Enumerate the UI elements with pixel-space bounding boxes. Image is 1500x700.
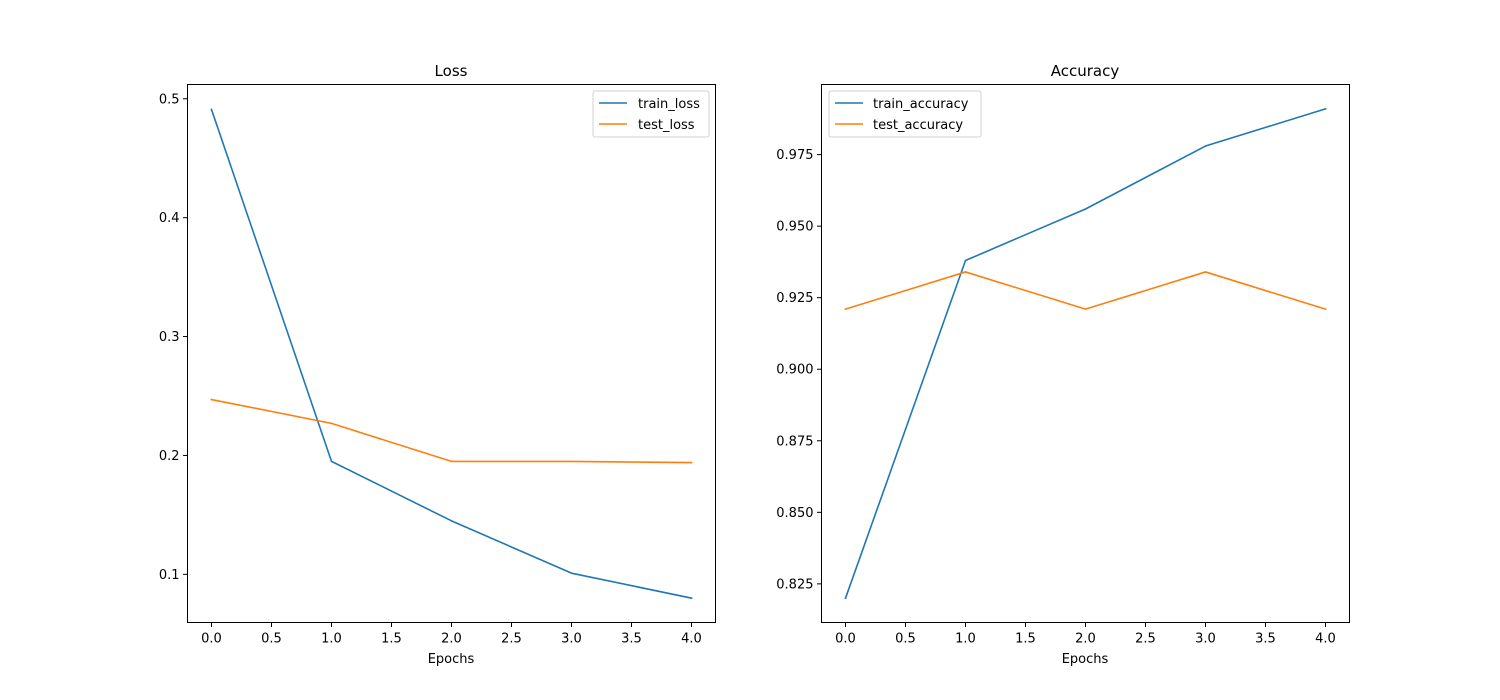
loss-data-point-test-loss <box>570 460 573 463</box>
loss-data-point-train-loss <box>690 597 693 599</box>
accuracy-y-ticks: 0.825 0.850 0.875 0.900 0.925 0.950 0.975 <box>776 148 822 592</box>
loss-y-tick-label: 0.4 <box>159 211 180 226</box>
accuracy-x-tick-label: 0.0 <box>835 632 856 647</box>
loss-x-tick-label: 3.5 <box>621 632 642 647</box>
accuracy-data-point-train-accuracy <box>1324 108 1327 110</box>
accuracy-legend-box <box>828 90 982 138</box>
loss-data-point-train-loss <box>570 572 573 574</box>
accuracy-data-point-train-accuracy <box>1204 145 1207 147</box>
accuracy-data-point-test-accuracy <box>844 308 847 310</box>
accuracy-data-point-train-accuracy <box>964 259 967 262</box>
loss-legend-label-train-loss: train_loss <box>638 97 700 112</box>
loss-x-tick-label: 1.0 <box>321 632 342 647</box>
loss-x-tick-label: 0.0 <box>201 632 222 647</box>
accuracy-y-tick-label: 0.950 <box>776 220 813 235</box>
accuracy-plot-area: 0.0 0.5 1.0 1.5 2.0 2.5 3.0 3.5 4.0 0.8250.8500.… <box>776 84 1350 647</box>
accuracy-x-tick-label: 2.5 <box>1135 632 1156 647</box>
loss-x-tick-label: 4.0 <box>681 632 702 647</box>
loss-x-axis-label: Epochs <box>428 652 475 667</box>
loss-data-point-train-loss <box>330 460 333 463</box>
accuracy-data-point-train-accuracy <box>1084 208 1087 210</box>
accuracy-y-tick-label: 0.900 <box>776 363 813 378</box>
accuracy-x-ticks: 0.0 0.5 1.0 1.5 2.0 2.5 3.0 3.5 4.0 <box>835 622 1336 647</box>
accuracy-x-tick-label: 1.5 <box>1015 632 1036 647</box>
accuracy-y-tick-label: 0.875 <box>776 434 813 449</box>
loss-data-point-train-loss <box>210 108 213 111</box>
accuracy-y-tick-label: 0.850 <box>776 506 813 521</box>
accuracy-x-tick-label: 3.5 <box>1255 632 1276 647</box>
loss-y-tick-label: 0.3 <box>159 330 180 345</box>
loss-y-ticks: 0.1 0.2 0.3 0.4 0.5 <box>159 92 188 583</box>
accuracy-data-point-train-accuracy <box>844 597 847 599</box>
accuracy-data-point-test-accuracy <box>1084 308 1087 310</box>
loss-data-point-train-loss <box>450 520 453 522</box>
loss-legend: train_loss test_loss <box>592 90 710 138</box>
accuracy-x-tick-label: 4.0 <box>1315 632 1336 647</box>
loss-y-tick-label: 0.1 <box>159 568 180 583</box>
loss-legend-label-test-loss: test_loss <box>638 118 695 133</box>
loss-y-tick-label: 0.2 <box>159 449 180 464</box>
loss-x-tick-label: 0.5 <box>261 632 282 647</box>
loss-x-tick-label: 2.0 <box>441 632 462 647</box>
loss-x-tick-label: 3.0 <box>561 632 582 647</box>
accuracy-data-point-test-accuracy <box>964 271 967 273</box>
accuracy-subplot: Accuracy 0.0 0.5 1.0 1.5 2.0 2.5 3.0 3.5 4.0 0.8… <box>776 62 1350 667</box>
accuracy-y-tick-label: 0.825 <box>776 577 813 592</box>
accuracy-series-layer <box>844 107 1327 600</box>
accuracy-x-tick-label: 0.5 <box>895 632 916 647</box>
accuracy-x-tick-label: 2.0 <box>1075 632 1096 647</box>
accuracy-legend-label-train-accuracy: train_accuracy <box>873 97 969 112</box>
accuracy-data-point-test-accuracy <box>1324 308 1327 310</box>
accuracy-chart-title: Accuracy <box>1051 62 1120 80</box>
loss-x-ticks: 0.0 0.5 1.0 1.5 2.0 2.5 3.0 3.5 4.0 <box>201 622 702 647</box>
accuracy-x-axis-label: Epochs <box>1062 652 1109 667</box>
loss-data-point-test-loss <box>450 460 453 463</box>
accuracy-legend: train_accuracy test_accuracy <box>828 90 982 138</box>
loss-subplot: Loss 0.0 0.5 1.0 1.5 2.0 2.5 3.0 3.5 4.0 0.10.20… <box>159 62 716 667</box>
loss-x-tick-label: 1.5 <box>381 632 402 647</box>
loss-data-point-test-loss <box>210 398 213 401</box>
accuracy-x-tick-label: 1.0 <box>955 632 976 647</box>
accuracy-y-tick-label: 0.925 <box>776 291 813 306</box>
accuracy-data-point-test-accuracy <box>1204 271 1207 273</box>
loss-chart-title: Loss <box>435 62 468 80</box>
loss-data-point-test-loss <box>330 422 333 425</box>
accuracy-y-tick-label: 0.975 <box>776 148 813 163</box>
loss-plot-area: 0.0 0.5 1.0 1.5 2.0 2.5 3.0 3.5 4.0 0.1 0.2 0.3 0.4… <box>159 84 716 647</box>
loss-x-tick-label: 2.5 <box>501 632 522 647</box>
accuracy-x-tick-label: 3.0 <box>1195 632 1216 647</box>
loss-data-point-test-loss <box>690 461 693 464</box>
loss-y-tick-label: 0.5 <box>159 92 180 107</box>
accuracy-legend-label-test-accuracy: test_accuracy <box>873 118 963 133</box>
loss-series-layer <box>210 108 693 600</box>
